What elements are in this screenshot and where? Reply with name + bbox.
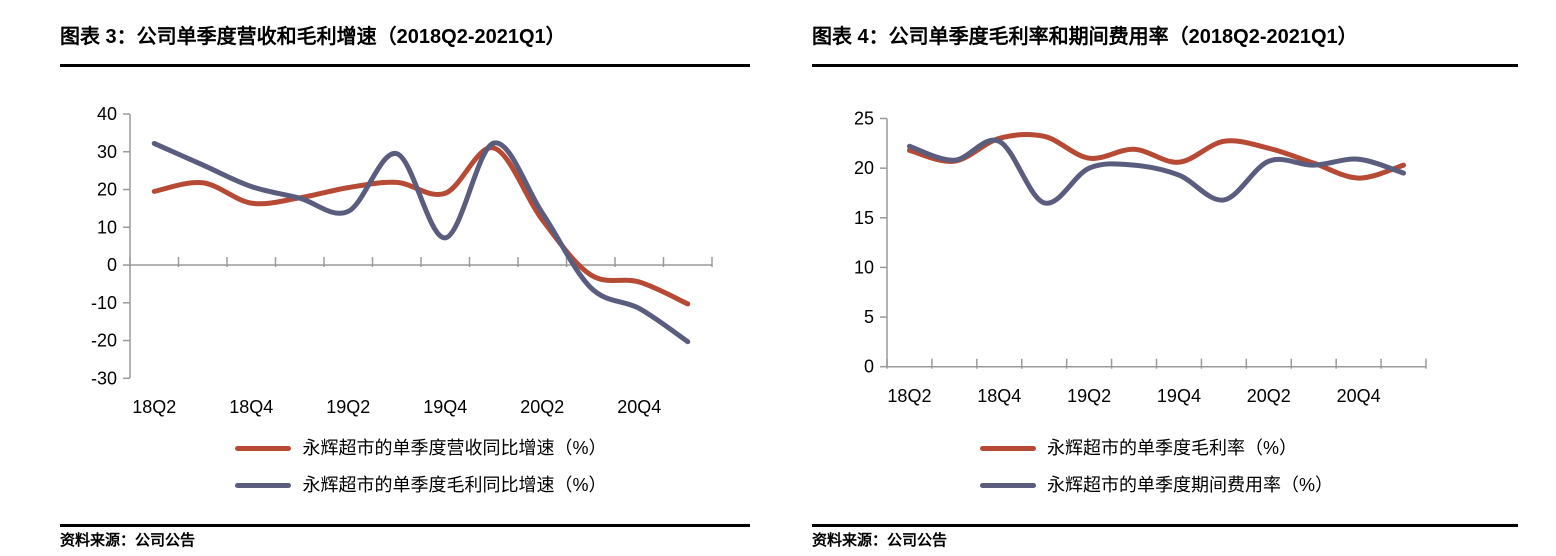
y-tick-label: 0 <box>107 255 117 275</box>
legend-items: 永辉超市的单季度毛利率（%） 永辉超市的单季度期间费用率（%） <box>979 438 1333 495</box>
series-line-1 <box>906 137 1407 206</box>
legend-label: 永辉超市的单季度毛利率（%） <box>1046 438 1297 458</box>
x-tick-label: 20Q4 <box>617 397 661 417</box>
figure3-title-underline <box>60 64 750 67</box>
legend-line-swatch <box>979 482 1036 488</box>
x-tick-label: 20Q4 <box>1337 386 1381 406</box>
legend-label: 永辉超市的单季度期间费用率（%） <box>1046 475 1333 495</box>
figure4-source: 资料来源：公司公告 <box>812 532 948 549</box>
figure4-legend: 永辉超市的单季度毛利率（%） 永辉超市的单季度期间费用率（%） <box>887 438 1426 495</box>
figure4-source-rule <box>812 524 1518 527</box>
series-line-0 <box>151 145 691 307</box>
figure4-title: 图表 4：公司单季度毛利率和期间费用率（2018Q2-2021Q1） <box>812 26 1358 48</box>
legend-label: 永辉超市的单季度营收同比增速（%） <box>302 438 607 458</box>
legend-row-0: 永辉超市的单季度毛利率（%） <box>979 438 1297 458</box>
legend-items: 永辉超市的单季度营收同比增速（%） 永辉超市的单季度毛利同比增速（%） <box>235 438 607 495</box>
x-tick-label: 19Q4 <box>1157 386 1201 406</box>
figure3-legend: 永辉超市的单季度营收同比增速（%） 永辉超市的单季度毛利同比增速（%） <box>130 438 712 495</box>
legend-line-swatch <box>235 445 292 451</box>
figure4-title-underline <box>812 64 1518 67</box>
x-tick-label: 18Q4 <box>977 386 1021 406</box>
legend-line-swatch <box>979 445 1036 451</box>
x-tick-label: 20Q2 <box>1247 386 1291 406</box>
x-tick-label: 19Q2 <box>1067 386 1111 406</box>
series-line-1 <box>151 140 691 345</box>
y-tick-label: 40 <box>97 104 117 124</box>
y-tick-label: -10 <box>91 293 117 313</box>
legend-row-1: 永辉超市的单季度期间费用率（%） <box>979 475 1333 495</box>
y-tick-label: 20 <box>854 158 874 178</box>
y-tick-label: 20 <box>97 180 117 200</box>
legend-line-swatch <box>235 482 292 488</box>
y-tick-label: 5 <box>864 307 874 327</box>
y-tick-label: -20 <box>91 331 117 351</box>
x-tick-label: 19Q4 <box>423 397 467 417</box>
y-tick-label: 10 <box>97 217 117 237</box>
legend-label: 永辉超市的单季度毛利同比增速（%） <box>302 475 607 495</box>
y-tick-label: 0 <box>864 357 874 377</box>
x-tick-label: 18Q2 <box>887 386 931 406</box>
margin-expense-ratio-chart: 0 5 10 15 20 25 18Q2 18Q4 19Q2 19Q4 20Q2 20Q4 <box>854 109 1427 406</box>
y-tick-label: 10 <box>854 257 874 277</box>
y-tick-label: 15 <box>854 208 874 228</box>
figure3-title: 图表 3：公司单季度营收和毛利增速（2018Q2-2021Q1） <box>60 26 566 48</box>
legend-row-0: 永辉超市的单季度营收同比增速（%） <box>235 438 607 458</box>
legend-row-1: 永辉超市的单季度毛利同比增速（%） <box>235 475 607 495</box>
x-tick-label: 20Q2 <box>520 397 564 417</box>
y-tick-label: 25 <box>854 109 874 129</box>
y-tick-label: -30 <box>91 368 117 388</box>
y-tick-label: 30 <box>97 142 117 162</box>
figure3-source-rule <box>60 524 750 527</box>
x-tick-label: 18Q4 <box>229 397 273 417</box>
x-tick-label: 18Q2 <box>132 397 176 417</box>
revenue-gross-growth-chart: -30 -20 -10 0 10 20 30 40 18Q2 18Q4 19Q2 19Q4 20Q2 20… <box>91 104 713 417</box>
figure3-source: 资料来源：公司公告 <box>60 532 196 549</box>
x-tick-label: 19Q2 <box>326 397 370 417</box>
